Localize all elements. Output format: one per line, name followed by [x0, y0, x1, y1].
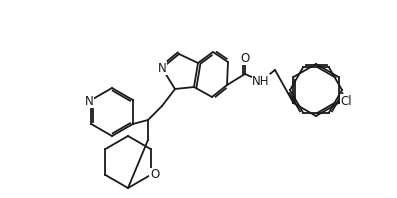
Text: NH: NH — [252, 74, 270, 88]
Text: N: N — [158, 62, 166, 74]
Text: N: N — [85, 94, 94, 108]
Text: O: O — [150, 168, 159, 182]
Text: Cl: Cl — [341, 94, 352, 108]
Text: O: O — [240, 51, 250, 65]
